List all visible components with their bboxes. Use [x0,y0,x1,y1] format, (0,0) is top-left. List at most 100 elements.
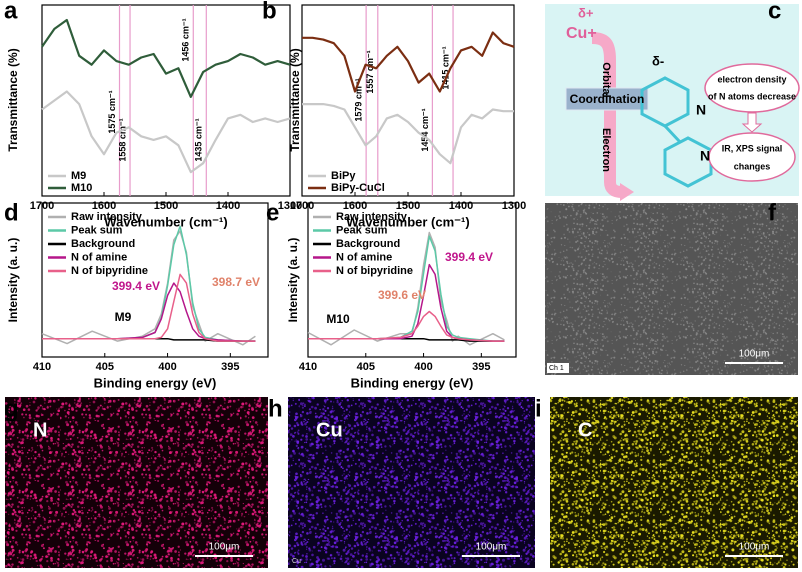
y-axis-label: Transmittance (%) [6,48,20,151]
x-axis-label: Wavenumber (cm⁻¹) [104,214,227,229]
charge: δ- [652,53,664,68]
panel-letter: e [266,199,279,226]
panel-letter: i [535,395,542,422]
x-axis-label: Binding energy (eV) [351,375,474,390]
micrograph [288,397,535,568]
plot-frame [41,202,269,358]
legend-label: N of amine [336,251,392,263]
caption: Ch 1 [549,365,564,372]
panel-letter: f [768,199,777,226]
plot-frame [307,202,517,358]
annotation: 1558 cm⁻¹ [117,118,127,161]
charge: δ+ [578,5,594,20]
annotation: 398.7 eV [212,275,260,289]
atom: N [696,102,706,118]
panel-letter: h [268,395,283,422]
x-tick-label: 405 [96,361,114,373]
x-tick-label: 1300 [502,200,526,212]
series-line [42,273,256,342]
legend-label: Raw intensity [336,211,408,223]
x-tick-label: 1400 [449,200,473,212]
annotation: 1557 cm⁻¹ [365,50,375,93]
element-label: N [33,419,47,441]
x-axis-label: Binding energy (eV) [94,375,217,390]
legend-label: BiPy-CuCl [331,182,385,194]
x-tick-label: 1700 [290,200,314,212]
y-axis-label: Intensity (a. u.) [6,238,20,323]
caption: Cu [292,558,301,565]
image-panel: i C 100μm [535,395,798,568]
annotation: 1579 cm⁻¹ [354,78,364,121]
x-tick-label: 400 [158,361,176,373]
micrograph [545,203,798,375]
image-panel: f Ch 1 100μm [545,199,798,375]
series-line [302,103,514,165]
x-tick-label: 1500 [154,200,178,212]
y-axis-label: Intensity (a. u.) [286,238,300,323]
chart-panel: e 410 405 400 395 Binding energy (eV) Intensit… [266,199,517,390]
scale-label: 100μm [739,349,770,360]
effect-text: of N atoms decrease [708,91,796,101]
panel-letter: b [262,0,277,24]
mechanism-diagram: δ+ Cu+ Orbital Electron Coordination δ- … [545,0,800,201]
y-axis-label: Transmittance (%) [288,48,302,151]
atom: N [700,148,710,164]
micrograph [5,397,268,568]
coordination-label: Coordination [570,92,645,106]
image-panel: gN 100μm [4,395,268,568]
panel-letter: g [4,395,19,422]
legend-label: Peak sum [71,224,123,236]
x-axis-label: Wavenumber (cm⁻¹) [346,214,469,229]
image-panel: h Cu Cu 100μm [268,395,535,568]
arrow-head [620,183,634,201]
legend-label: Background [71,238,135,250]
scale-label: 100μm [739,542,770,553]
bond [663,124,682,144]
x-tick-label: 410 [33,361,51,373]
orbital-label: Orbital [600,62,612,97]
annotation: 1454 cm⁻¹ [420,108,430,151]
effect-text: electron density [717,74,786,84]
caption-box [547,363,569,373]
legend-label: N of amine [71,251,127,263]
series-line [41,18,291,98]
micrograph [550,397,798,568]
series-line [302,31,515,93]
x-tick-label: 395 [472,361,490,373]
annotation: 1575 cm⁻¹ [107,90,117,133]
legend-label: BiPy [331,170,356,182]
annotation: 399.4 eV [445,250,493,264]
element-label: Cu [316,419,343,441]
legend-label: Background [336,238,400,250]
legend-label: M9 [71,170,86,182]
series-line [308,310,505,342]
element-label: C [578,419,592,441]
result-bubble [708,132,796,182]
electron-label: Electron [600,128,612,172]
annotation: 1415 cm⁻¹ [440,46,450,89]
transfer-arrow [591,32,623,198]
series-line [41,90,291,174]
x-tick-label: 1400 [216,200,240,212]
panel-letter: c [768,0,781,24]
annotation: 1456 cm⁻¹ [181,18,191,61]
x-tick-label: 405 [357,361,375,373]
legend-label: Peak sum [336,224,388,236]
result-text: changes [734,161,771,171]
x-tick-label: 410 [299,361,317,373]
annotation: 399.6 eV [378,288,426,302]
coordination-box [565,87,649,111]
panel-letter: d [4,199,19,226]
effect-bubble [704,63,800,113]
annotation: M9 [115,310,132,324]
cation: Cu+ [566,25,597,42]
legend-label: Raw intensity [71,211,143,223]
x-tick-label: 400 [414,361,432,373]
legend-label: M10 [71,182,92,194]
annotation: 1435 cm⁻¹ [194,118,204,161]
chart-panel: d 410 405 400 395 Binding energy (eV) Intensit… [4,199,269,390]
plot-frame [41,4,291,197]
